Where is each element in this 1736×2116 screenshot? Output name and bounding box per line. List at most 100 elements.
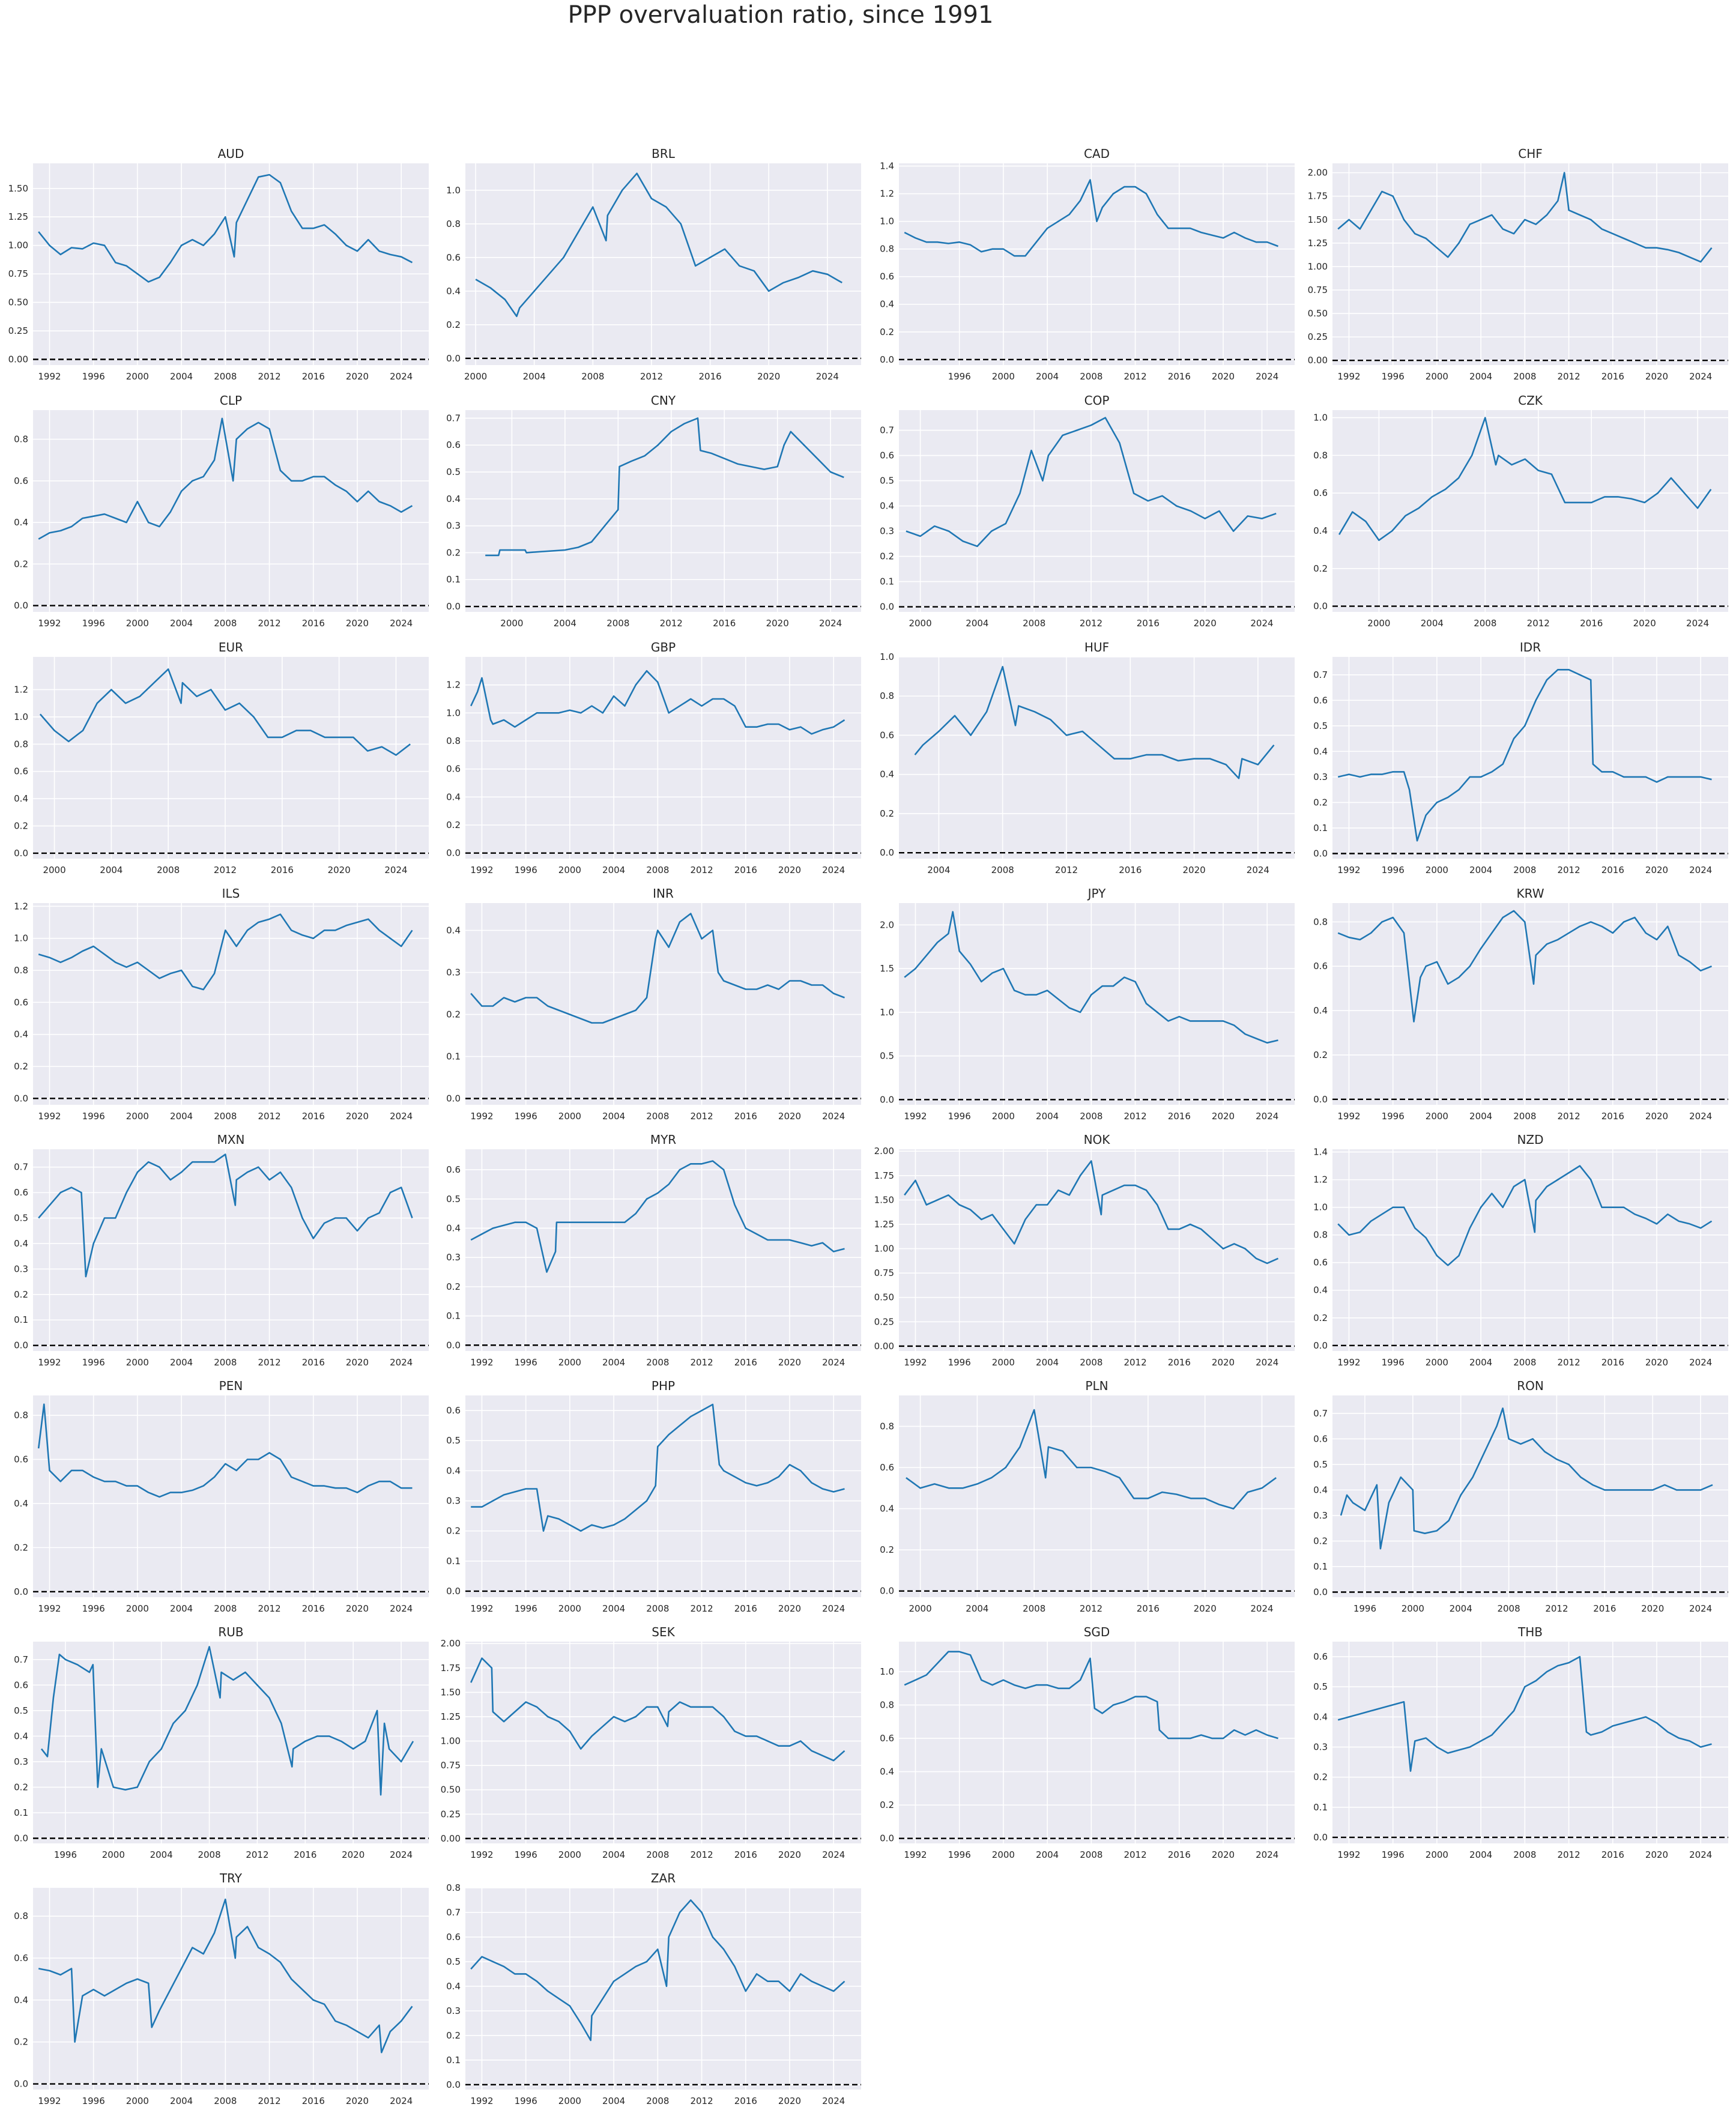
y-tick-label: 0.0 (14, 1586, 28, 1597)
x-tick-label: 2020 (1645, 371, 1668, 382)
x-tick-label: 1992 (470, 1849, 493, 1860)
y-tick-label: 0.4 (1313, 1285, 1328, 1296)
x-tick-label: 2020 (342, 1849, 364, 1860)
y-tick-label: 0.7 (880, 425, 894, 436)
x-tick-label: 2020 (778, 2096, 801, 2106)
x-tick-label: 2024 (1689, 1849, 1712, 1860)
y-tick-label: 0.25 (441, 1809, 461, 1819)
y-tick-label: 0.0 (14, 2079, 28, 2090)
series-line (471, 1403, 845, 1532)
x-tick-label: 2008 (214, 618, 237, 629)
plot-area (465, 1888, 861, 2090)
y-tick-label: 0.8 (14, 965, 28, 976)
y-tick-label: 0.4 (14, 1731, 28, 1741)
y-tick-label: 0.6 (446, 764, 461, 775)
x-tick-label: 2016 (294, 1849, 316, 1860)
series-line (475, 172, 842, 318)
x-tick-label: 2012 (258, 1357, 280, 1368)
y-tick-label: 1.4 (1313, 1147, 1328, 1158)
plot-area (1332, 903, 1728, 1105)
y-tick-label: 0.8 (880, 1421, 894, 1431)
x-tick-label: 2008 (646, 1849, 669, 1860)
y-tick-label: 0.2 (14, 558, 28, 569)
y-tick-label: 0.6 (1313, 961, 1328, 972)
y-tick-label: 1.2 (1313, 1174, 1328, 1185)
panel-try: 1992 1996 2000 2004 2008 2012 2016 2020 2024 0.0 0… (14, 1871, 429, 2106)
y-tick-label: 0.5 (14, 1705, 28, 1716)
x-tick-label: 2008 (646, 1603, 669, 1614)
panel-title: CLP (220, 393, 242, 408)
y-tick-label: 0.4 (880, 501, 894, 512)
x-tick-label: 2016 (302, 1603, 325, 1614)
series-line (1340, 1407, 1713, 1550)
y-tick-label: 0.2 (14, 821, 28, 832)
y-tick-label: 0.4 (14, 1498, 28, 1509)
y-tick-label: 0.0 (446, 2079, 461, 2090)
y-tick-label: 0.6 (14, 1679, 28, 1690)
x-tick-label: 2000 (1426, 865, 1448, 875)
x-tick-label: 2000 (909, 1603, 931, 1614)
x-tick-label: 2012 (1557, 1849, 1580, 1860)
y-tick-label: 0.50 (8, 297, 28, 308)
x-tick-label: 1996 (948, 1849, 971, 1860)
x-tick-label: 2012 (690, 1849, 713, 1860)
x-tick-label: 2016 (1168, 1111, 1191, 1122)
y-tick-label: 0.8 (14, 434, 28, 444)
x-tick-label: 1996 (1382, 1357, 1405, 1368)
x-tick-label: 2024 (819, 618, 842, 629)
x-tick-label: 2004 (927, 865, 950, 875)
x-tick-label: 2016 (734, 865, 757, 875)
plot-area (899, 1642, 1295, 1843)
y-tick-label: 0.6 (14, 476, 28, 486)
series-line (1337, 910, 1712, 1023)
x-tick-label: 2004 (602, 1111, 625, 1122)
x-tick-label: 2000 (992, 1849, 1015, 1860)
y-tick-label: 0.2 (446, 319, 461, 330)
y-tick-label: 0.50 (1308, 308, 1328, 319)
panel-chf: 1992 1996 2000 2004 2008 2012 2016 2020 2024 0.00… (1308, 147, 1728, 382)
x-tick-label: 2016 (1137, 618, 1160, 629)
panel-myr: 1992 1996 2000 2004 2008 2012 2016 2020 2024 0.0 0… (446, 1132, 861, 1368)
x-tick-label: 1996 (54, 1849, 77, 1860)
x-tick-label: 2020 (328, 865, 351, 875)
x-tick-label: 2020 (1645, 1849, 1668, 1860)
y-tick-label: 0.6 (446, 1405, 461, 1416)
y-tick-label: 0.0 (1313, 1340, 1328, 1351)
x-tick-label: 2012 (1557, 1357, 1580, 1368)
x-tick-label: 2012 (258, 1603, 280, 1614)
y-tick-label: 0.4 (1313, 1711, 1328, 1722)
y-tick-label: 0.0 (1313, 1586, 1328, 1597)
x-tick-label: 2020 (1645, 1357, 1668, 1368)
x-tick-label: 2004 (1469, 371, 1492, 382)
x-tick-label: 2020 (778, 1849, 801, 1860)
y-tick-label: 0.0 (14, 1833, 28, 1843)
y-tick-label: 1.0 (1313, 1202, 1328, 1213)
y-tick-label: 0.4 (880, 1504, 894, 1514)
y-tick-label: 0.4 (446, 791, 461, 802)
x-tick-label: 2000 (126, 1357, 149, 1368)
x-tick-label: 2020 (778, 865, 801, 875)
x-tick-label: 2000 (126, 371, 149, 382)
y-tick-label: 0.6 (1313, 1257, 1328, 1268)
y-tick-label: 0.6 (446, 1164, 461, 1175)
plot-area (33, 657, 429, 859)
y-tick-label: 1.25 (874, 1219, 894, 1230)
plot-area (465, 1642, 861, 1843)
y-tick-label: 1.75 (1308, 191, 1328, 202)
x-tick-label: 1992 (470, 865, 493, 875)
y-tick-label: 0.1 (446, 1051, 461, 1062)
panel-jpy: 1992 1996 2000 2004 2008 2012 2016 2020 2024 0.0 0… (880, 886, 1295, 1122)
x-tick-label: 1992 (38, 2096, 61, 2106)
x-tick-label: 2000 (909, 618, 931, 629)
x-tick-label: 2024 (1689, 1603, 1712, 1614)
y-tick-label: 0.2 (1313, 1050, 1328, 1060)
y-tick-label: 0.5 (1313, 721, 1328, 731)
x-tick-label: 2000 (126, 618, 149, 629)
x-tick-label: 2000 (1426, 371, 1448, 382)
x-tick-label: 2008 (1513, 1849, 1536, 1860)
x-tick-label: 2008 (214, 371, 237, 382)
y-tick-label: 2.0 (880, 919, 894, 930)
x-tick-label: 2008 (991, 865, 1014, 875)
x-tick-label: 1996 (515, 1603, 537, 1614)
x-tick-label: 2020 (778, 1111, 801, 1122)
